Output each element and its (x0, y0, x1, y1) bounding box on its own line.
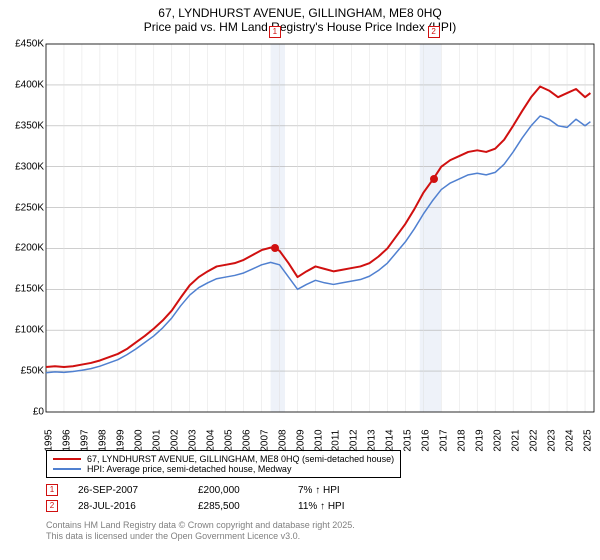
y-axis-label: £150K (2, 284, 44, 295)
x-axis-label: 2010 (313, 429, 324, 451)
y-axis-label: £100K (2, 325, 44, 336)
x-axis-label: 2023 (547, 429, 558, 451)
x-axis-label: 1997 (80, 429, 91, 451)
x-axis-label: 2005 (223, 429, 234, 451)
x-axis-label: 2020 (493, 429, 504, 451)
x-axis-label: 1996 (62, 429, 73, 451)
x-axis-label: 2016 (421, 429, 432, 451)
chart-title: 67, LYNDHURST AVENUE, GILLINGHAM, ME8 0H… (0, 6, 600, 20)
sales-date: 26-SEP-2007 (78, 485, 178, 496)
x-axis-label: 2008 (277, 429, 288, 451)
chart-area: £0£50K£100K£150K£200K£250K£300K£350K£400… (46, 44, 594, 412)
x-axis-label: 2021 (511, 429, 522, 451)
x-axis-label: 2025 (583, 429, 594, 451)
legend-row: 67, LYNDHURST AVENUE, GILLINGHAM, ME8 0H… (53, 454, 394, 464)
sale-marker-box: 2 (428, 26, 440, 38)
x-axis-label: 1999 (115, 429, 126, 451)
x-axis-label: 1995 (44, 429, 55, 451)
legend-swatch (53, 468, 81, 470)
x-axis-label: 2003 (187, 429, 198, 451)
sales-table: 1 26-SEP-2007 £200,000 7% ↑ HPI 2 28-JUL-2016… (46, 484, 586, 512)
footer-text: Contains HM Land Registry data © Crown c… (46, 520, 586, 542)
sales-date: 28-JUL-2016 (78, 501, 178, 512)
sales-table-row: 2 28-JUL-2016 £285,500 11% ↑ HPI (46, 500, 586, 512)
x-axis-label: 2001 (151, 429, 162, 451)
y-axis-label: £250K (2, 202, 44, 213)
x-axis-label: 2012 (349, 429, 360, 451)
legend-block: 67, LYNDHURST AVENUE, GILLINGHAM, ME8 0H… (46, 450, 586, 542)
x-axis-label: 1998 (98, 429, 109, 451)
sales-hpi: 11% ↑ HPI (298, 501, 398, 512)
y-axis-label: £400K (2, 79, 44, 90)
sale-marker-box: 1 (269, 26, 281, 38)
sale-marker-dot (430, 175, 438, 183)
footer-line-2: This data is licensed under the Open Gov… (46, 531, 586, 542)
x-axis-label: 2004 (205, 429, 216, 451)
sale-marker-dot (271, 244, 279, 252)
sales-marker-ref: 1 (46, 484, 58, 496)
x-axis-label: 2007 (259, 429, 270, 451)
x-axis-label: 2024 (565, 429, 576, 451)
x-axis-label: 2011 (331, 430, 342, 452)
y-axis-label: £200K (2, 243, 44, 254)
chart-subtitle: Price paid vs. HM Land Registry's House … (0, 20, 600, 34)
legend-label: 67, LYNDHURST AVENUE, GILLINGHAM, ME8 0H… (87, 454, 394, 464)
legend-swatch (53, 458, 81, 460)
x-axis-label: 2014 (385, 429, 396, 451)
line-chart (46, 44, 594, 412)
title-block: 67, LYNDHURST AVENUE, GILLINGHAM, ME8 0H… (0, 0, 600, 36)
x-axis-label: 2009 (295, 429, 306, 451)
legend-box: 67, LYNDHURST AVENUE, GILLINGHAM, ME8 0H… (46, 450, 401, 478)
y-axis-label: £350K (2, 120, 44, 131)
y-axis-label: £450K (2, 39, 44, 50)
x-axis-label: 2000 (133, 429, 144, 451)
legend-row: HPI: Average price, semi-detached house,… (53, 464, 394, 474)
x-axis-label: 2022 (529, 429, 540, 451)
sales-table-row: 1 26-SEP-2007 £200,000 7% ↑ HPI (46, 484, 586, 496)
legend-label: HPI: Average price, semi-detached house,… (87, 464, 291, 474)
sales-hpi: 7% ↑ HPI (298, 485, 398, 496)
x-axis-label: 2018 (457, 429, 468, 451)
y-axis-label: £50K (2, 366, 44, 377)
x-axis-label: 2006 (241, 429, 252, 451)
sales-price: £285,500 (198, 501, 278, 512)
sales-marker-ref: 2 (46, 500, 58, 512)
y-axis-label: £0 (2, 407, 44, 418)
x-axis-label: 2015 (403, 429, 414, 451)
x-axis-label: 2019 (475, 429, 486, 451)
sales-price: £200,000 (198, 485, 278, 496)
y-axis-label: £300K (2, 161, 44, 172)
footer-line-1: Contains HM Land Registry data © Crown c… (46, 520, 586, 531)
x-axis-label: 2013 (367, 429, 378, 451)
x-axis-label: 2017 (439, 429, 450, 451)
x-axis-label: 2002 (169, 429, 180, 451)
